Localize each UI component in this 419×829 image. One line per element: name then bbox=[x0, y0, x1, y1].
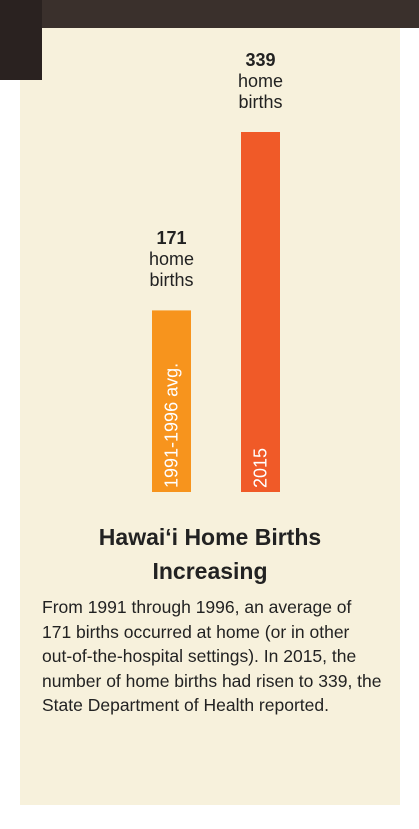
category-label: 1991-1996 avg. bbox=[162, 363, 182, 488]
description: From 1991 through 1996, an average of 17… bbox=[42, 595, 382, 718]
value-label: 171 bbox=[137, 228, 207, 249]
unit-label: home births bbox=[238, 71, 283, 112]
value-label: 339 bbox=[226, 50, 296, 71]
page: {"chart_data": {"type": "bar", "title": … bbox=[0, 0, 419, 829]
photo-strip bbox=[0, 0, 419, 28]
photo-corner bbox=[0, 0, 42, 80]
chart-title: Hawai‘i Home Births Increasing bbox=[40, 520, 380, 588]
bar bbox=[241, 132, 280, 492]
unit-label: home births bbox=[149, 249, 194, 290]
category-label: 2015 bbox=[251, 448, 271, 488]
